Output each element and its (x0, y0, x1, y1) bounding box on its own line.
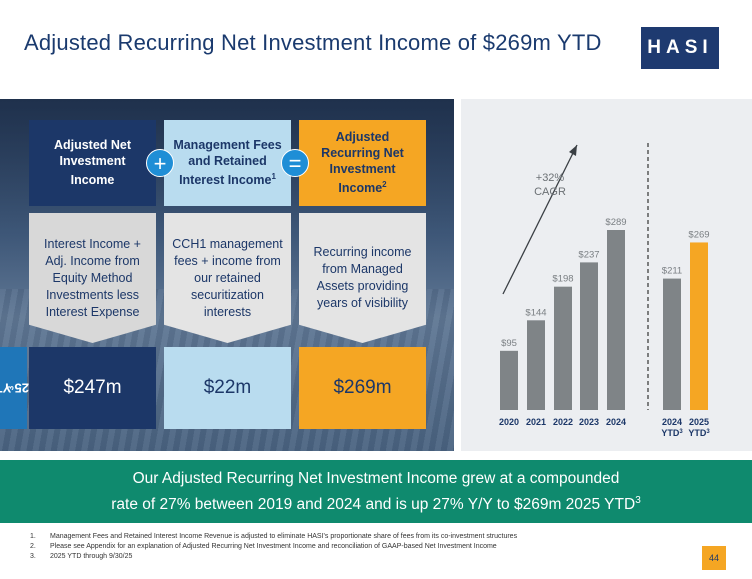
tick-label-4: 2024 (606, 417, 626, 427)
bar-0 (500, 350, 518, 410)
value-adjusted-recurring-nii: $269m (299, 347, 426, 429)
page-title: Adjusted Recurring Net Investment Income… (24, 30, 602, 55)
bar-2 (554, 286, 572, 410)
value-management-fees: $22m (164, 347, 291, 429)
data-label-0: $95 (501, 338, 517, 349)
page-number: 44 (702, 546, 726, 570)
data-label-2: $198 (552, 274, 573, 285)
tick-label-6: 2025 YTD3 (688, 417, 710, 438)
ytd-side-label: 2025 YTD3 (0, 347, 43, 429)
bar-chart-panel: $95 2020 $144 2021 $198 2022 $237 2023 $289 2024 $… (461, 99, 752, 451)
summary-banner: Our Adjusted Recurring Net Investment In… (0, 460, 752, 523)
data-label-4: $289 (605, 217, 626, 228)
bar-chart: $95 2020 $144 2021 $198 2022 $237 2023 $289 2024 $… (499, 143, 710, 438)
description-adjusted-nii: Interest Income + Adj. Income from Equit… (29, 213, 156, 343)
cagr-label-2: CAGR (534, 186, 566, 198)
footnotes: 1. Management Fees and Retained Interest … (30, 532, 517, 562)
footnote-3: 3. 2025 YTD through 9/30/25 (30, 553, 133, 560)
data-label-6: $269 (688, 229, 709, 240)
bar-5 (663, 278, 681, 410)
plus-icon: + (146, 149, 174, 177)
bar-1 (527, 320, 545, 410)
banner-line-2: rate of 27% between 2019 and 2024 and is… (111, 495, 641, 514)
header-management-fees: Management Fees and Retained Interest In… (164, 120, 291, 206)
equals-icon: = (281, 149, 309, 177)
tick-label-2: 2022 (553, 417, 573, 427)
tick-label-5: 2024 YTD3 (661, 417, 683, 438)
description-adjusted-recurring-nii: Recurring income from Managed Assets pro… (299, 213, 426, 343)
bar-3 (580, 262, 598, 410)
value-adjusted-nii: $247m (29, 347, 156, 429)
description-management-fees: CCH1 management fees + income from our r… (164, 213, 291, 343)
data-label-5: $211 (662, 266, 682, 277)
banner-line-1: Our Adjusted Recurring Net Investment In… (132, 470, 620, 487)
tick-label-0: 2020 (499, 417, 519, 427)
header-adjusted-nii: Adjusted Net Investment Income (29, 120, 156, 206)
footnote-2: 2. Please see Appendix for an explanation… (30, 543, 497, 550)
cagr-arrow (502, 144, 578, 295)
tick-label-1: 2021 (526, 417, 546, 427)
hasi-logo: HASI (641, 27, 719, 69)
data-label-1: $144 (525, 307, 546, 318)
data-label-3: $237 (578, 249, 599, 260)
footnote-1: 1. Management Fees and Retained Interest … (30, 533, 518, 540)
tick-label-3: 2023 (579, 417, 599, 427)
cagr-label-1: +32% (536, 172, 565, 184)
bar-6 (690, 242, 708, 410)
header-adjusted-recurring-nii: Adjusted Recurring Net Investment Income… (299, 120, 426, 206)
bar-4 (607, 230, 625, 410)
